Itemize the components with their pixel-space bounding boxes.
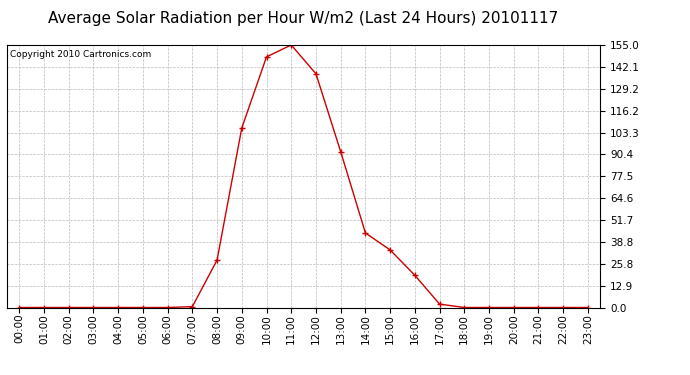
Text: Copyright 2010 Cartronics.com: Copyright 2010 Cartronics.com [10, 50, 151, 59]
Text: Average Solar Radiation per Hour W/m2 (Last 24 Hours) 20101117: Average Solar Radiation per Hour W/m2 (L… [48, 11, 559, 26]
